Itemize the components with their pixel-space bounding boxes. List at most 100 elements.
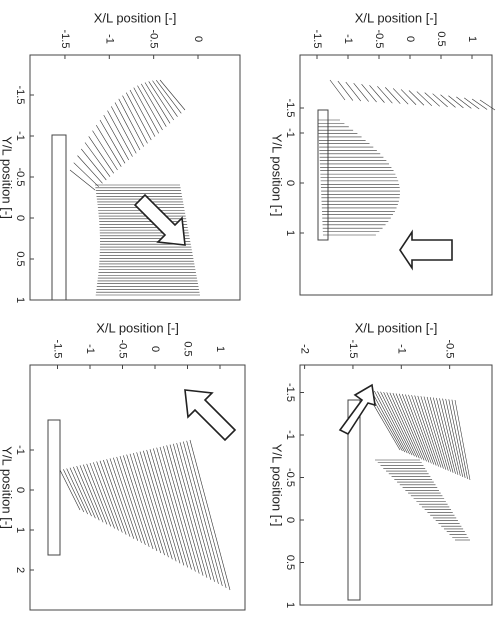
mesh-line [408, 90, 425, 106]
mesh-line [445, 398, 464, 477]
x-tick-label: -1 [103, 34, 115, 44]
y-tick-label: 1 [284, 602, 296, 608]
mesh-line [448, 95, 464, 109]
mesh-line [361, 84, 377, 103]
mesh-line [79, 465, 104, 523]
mesh-line [377, 391, 410, 455]
mesh-line [156, 447, 192, 570]
x-axis-label: X/L position [-] [94, 10, 177, 25]
mesh-line [400, 89, 417, 105]
mesh-line [116, 456, 146, 545]
mesh-line [86, 463, 112, 527]
mesh-line [136, 452, 169, 558]
mesh-line [126, 454, 158, 552]
mesh-line [432, 397, 454, 473]
mesh-line [122, 95, 148, 144]
mesh-line [436, 397, 456, 474]
mesh-line [166, 445, 204, 576]
x-tick-label: -1.5 [52, 340, 64, 359]
x-axis-label: X/L position [-] [355, 10, 438, 25]
x-tick-label: 0 [149, 346, 161, 352]
y-axis-label: Y/L position [-] [0, 136, 15, 219]
mesh-line [454, 399, 471, 481]
y-tick-label: -0.5 [14, 168, 26, 187]
mesh-line [95, 125, 122, 167]
mesh-line [149, 449, 185, 566]
mesh-line [411, 395, 437, 466]
x-tick-label: -1 [84, 344, 96, 354]
y-tick-label: -1 [284, 128, 296, 138]
mesh-line [106, 459, 135, 539]
mesh-line [69, 467, 92, 517]
y-tick-label: 1 [14, 527, 26, 533]
x-tick-label: -0.5 [444, 340, 456, 359]
y-tick-label: -0.5 [284, 468, 296, 487]
mesh-line [329, 79, 346, 101]
mesh-line [144, 82, 171, 124]
mesh-line [440, 94, 456, 108]
mesh-line [73, 466, 96, 519]
mesh-line [66, 468, 88, 515]
mesh-line [416, 91, 433, 107]
mesh-line [114, 102, 141, 151]
mesh-line [73, 162, 99, 187]
y-tick-label: 2 [14, 567, 26, 573]
mesh-line [414, 395, 439, 467]
mesh-line [146, 449, 181, 564]
base-strip [47, 419, 61, 556]
y-tick-label: 0.5 [284, 555, 296, 570]
mesh-line [119, 456, 150, 548]
mesh-line [110, 106, 137, 154]
base-strip [51, 134, 67, 301]
x-tick-label: -1 [395, 344, 407, 354]
y-axis-label: Y/L position [-] [270, 134, 285, 217]
y-tick-label: 1 [284, 230, 296, 236]
x-tick-label: 1 [466, 36, 478, 42]
mesh-line [129, 453, 162, 554]
mesh-line [84, 142, 111, 177]
mesh-line [471, 98, 488, 110]
mesh-line [159, 446, 196, 572]
mesh-line [442, 398, 461, 476]
y-tick-label: -1 [14, 131, 26, 141]
mesh-line [385, 87, 401, 104]
mesh-line [169, 444, 208, 578]
mesh-line [383, 391, 415, 457]
arrow [338, 383, 376, 436]
arrow [399, 229, 453, 271]
x-tick-label: -1.5 [59, 30, 71, 49]
mesh-line [113, 457, 142, 543]
mesh-line [380, 391, 413, 456]
mesh-line [479, 99, 496, 111]
surface-mesh [59, 79, 496, 591]
mesh-line [92, 130, 118, 171]
base-strip [317, 109, 329, 241]
mesh-line [81, 148, 107, 181]
mesh-line [69, 169, 96, 191]
mesh-line [118, 98, 145, 147]
y-tick-label: -1.5 [284, 99, 296, 118]
mesh-line [189, 439, 231, 591]
panel-frame [29, 364, 246, 611]
mesh-line [448, 399, 466, 478]
mesh-line [377, 86, 393, 104]
mesh-line [99, 119, 126, 164]
mesh-line [153, 448, 188, 568]
mesh-line [179, 442, 219, 584]
x-tick-label: -0.5 [373, 30, 385, 49]
mesh-line [83, 464, 108, 525]
mesh-line [426, 396, 449, 471]
mesh-line [408, 394, 435, 465]
mesh-line [76, 466, 100, 521]
y-tick-label: -1 [284, 430, 296, 440]
panel-frame [299, 364, 493, 606]
mesh-line [429, 397, 451, 472]
y-tick-label: 0 [284, 517, 296, 523]
mesh-line [345, 81, 362, 102]
panel-frame [29, 54, 241, 301]
x-tick-label: 1 [214, 346, 226, 352]
y-axis-label: Y/L position [-] [0, 446, 15, 529]
mesh-line [99, 460, 127, 535]
x-axis-label: X/L position [-] [96, 320, 179, 335]
